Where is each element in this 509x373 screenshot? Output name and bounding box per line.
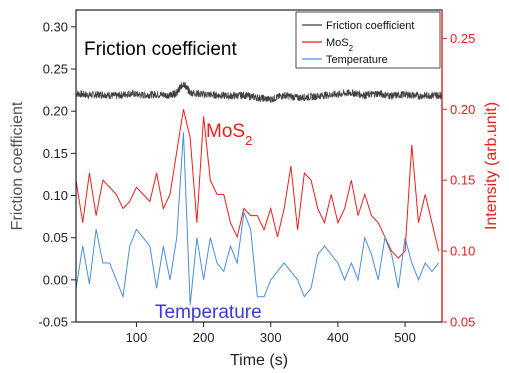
series-line-friction-coefficient bbox=[76, 81, 442, 104]
y-right-tick-label: 0.05 bbox=[450, 315, 475, 330]
y-left-tick-label: 0.25 bbox=[43, 62, 68, 77]
series-layer bbox=[76, 81, 442, 306]
y-left-tick-label: 0.20 bbox=[43, 104, 68, 119]
x-axis-title: Time (s) bbox=[230, 352, 288, 369]
y-left-tick-label: 0.00 bbox=[43, 272, 68, 287]
series-line-mos2 bbox=[76, 109, 440, 259]
legend-label: MoS2 bbox=[326, 37, 354, 53]
series-line-temperature bbox=[76, 132, 440, 306]
y-left-tick-label: 0.15 bbox=[43, 146, 68, 161]
annotation-mos2: MoS2 bbox=[206, 121, 252, 148]
y-axis-left-title: Friction coefficient bbox=[9, 101, 26, 230]
y-right-tick-label: 0.20 bbox=[450, 102, 475, 117]
legend-label: Friction coefficient bbox=[326, 20, 414, 32]
x-axis: 100 200 300 400 500 bbox=[126, 322, 416, 345]
y-left-tick-label: -0.05 bbox=[38, 315, 68, 330]
annotations: Friction coefficient MoS2 Temperature bbox=[84, 39, 262, 323]
y-axis-right-title: Intensity (arb.unit) bbox=[483, 102, 500, 230]
y-right-tick-label: 0.25 bbox=[450, 31, 475, 46]
x-tick-label: 400 bbox=[327, 330, 349, 345]
x-tick-label: 500 bbox=[394, 330, 416, 345]
y-left-tick-label: 0.05 bbox=[43, 230, 68, 245]
x-tick-label: 300 bbox=[260, 330, 282, 345]
y-left-tick-label: 0.30 bbox=[43, 19, 68, 34]
y-right-tick-label: 0.10 bbox=[450, 244, 475, 259]
annotation-temperature: Temperature bbox=[155, 302, 262, 323]
annotation-friction-coefficient: Friction coefficient bbox=[84, 39, 237, 60]
y-right-tick-label: 0.15 bbox=[450, 173, 475, 188]
x-tick-label: 200 bbox=[193, 330, 215, 345]
y-axis-right: 0.05 0.10 0.15 0.20 0.25 bbox=[441, 10, 475, 330]
x-tick-label: 100 bbox=[126, 330, 148, 345]
legend-label: Temperature bbox=[326, 54, 388, 66]
y-left-tick-label: 0.10 bbox=[43, 188, 68, 203]
y-axis-left: -0.05 0.00 0.05 0.10 0.15 0.20 0.25 0.30 bbox=[38, 19, 76, 330]
